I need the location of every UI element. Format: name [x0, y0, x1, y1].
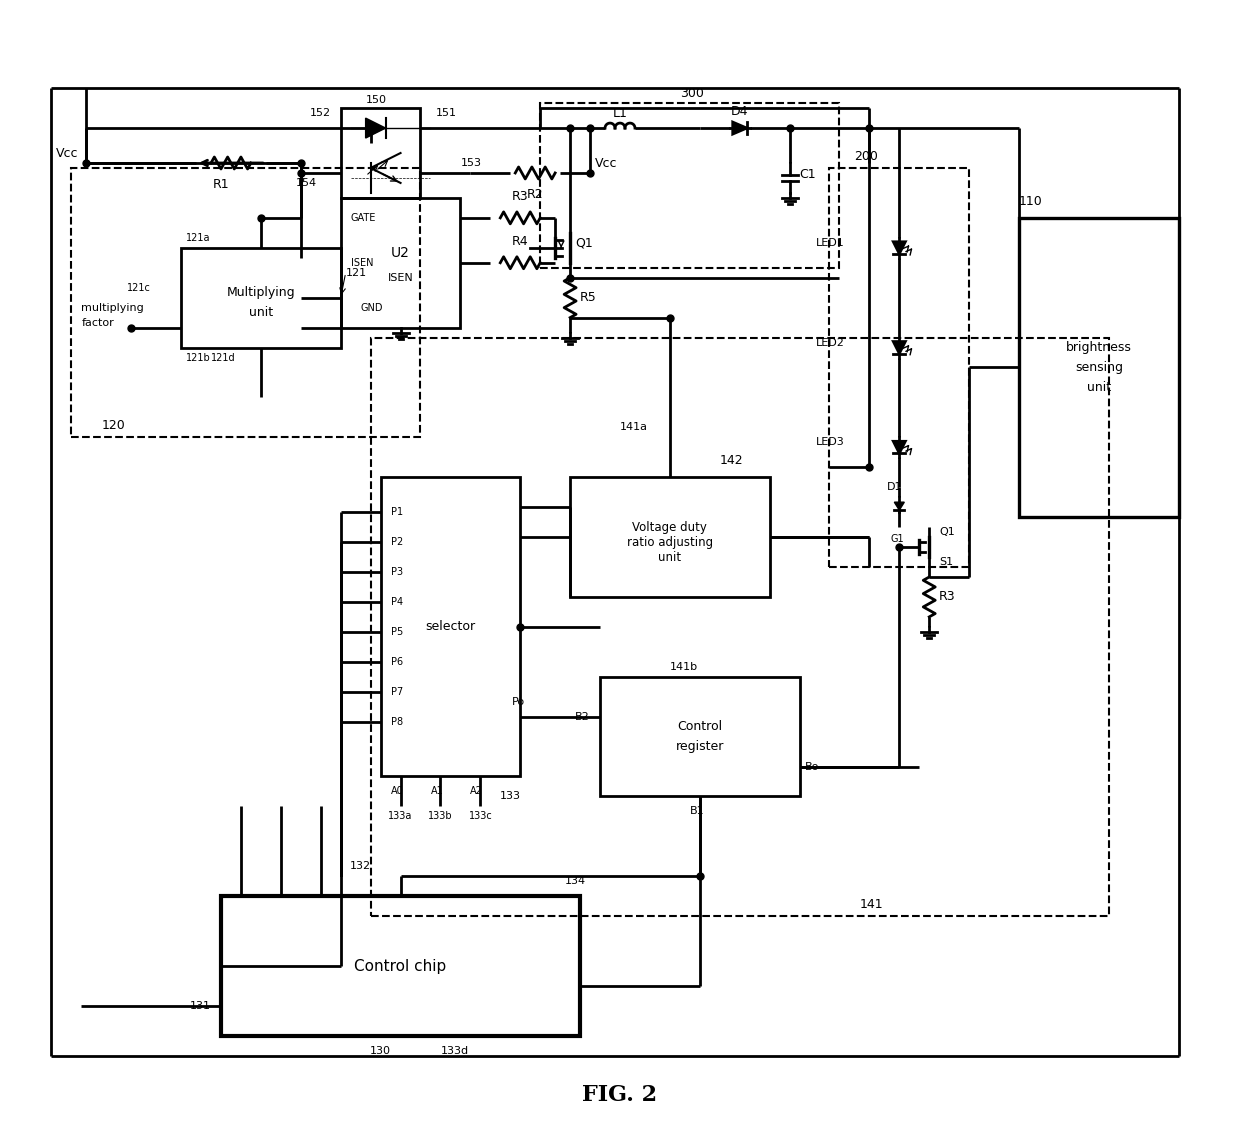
Text: Voltage duty: Voltage duty	[632, 521, 707, 533]
Text: G1: G1	[890, 534, 904, 545]
Text: P7: P7	[391, 687, 403, 697]
Bar	[221, 896, 580, 1036]
Polygon shape	[894, 503, 904, 511]
Text: Q1: Q1	[939, 528, 955, 537]
Text: R2: R2	[527, 188, 543, 201]
Text: Q1: Q1	[575, 236, 593, 249]
Text: 121b: 121b	[186, 352, 211, 363]
Text: 141a: 141a	[620, 422, 649, 432]
Text: 133: 133	[500, 791, 521, 802]
Bar	[1019, 218, 1179, 517]
Text: A1: A1	[430, 787, 443, 796]
Bar	[181, 248, 341, 348]
Text: 152: 152	[310, 108, 331, 118]
Text: 154: 154	[296, 179, 317, 188]
Bar	[371, 338, 1109, 916]
Text: 121a: 121a	[186, 233, 211, 243]
Polygon shape	[893, 242, 905, 254]
Text: 120: 120	[102, 420, 125, 432]
Text: 300: 300	[680, 88, 704, 100]
Text: Bo: Bo	[805, 762, 818, 772]
Text: 133c: 133c	[469, 812, 492, 821]
Text: Control: Control	[677, 720, 723, 733]
Text: A2: A2	[470, 787, 484, 796]
Bar	[600, 677, 800, 796]
Text: 132: 132	[350, 861, 371, 871]
Text: 141b: 141b	[670, 662, 698, 672]
Text: sensing: sensing	[1075, 360, 1123, 374]
Text: GATE: GATE	[351, 213, 376, 223]
Text: P1: P1	[391, 507, 403, 517]
Text: 121d: 121d	[211, 352, 236, 363]
Text: C1: C1	[800, 168, 816, 182]
Text: S1: S1	[939, 557, 954, 567]
Bar	[541, 103, 839, 267]
Text: unit: unit	[249, 306, 273, 319]
Text: 121c: 121c	[128, 283, 151, 292]
Text: D4: D4	[730, 105, 749, 118]
Text: P2: P2	[391, 537, 403, 547]
Text: 200: 200	[854, 150, 878, 163]
Text: ratio adjusting: ratio adjusting	[626, 536, 713, 548]
Text: P8: P8	[391, 716, 403, 727]
Text: R5: R5	[580, 291, 596, 305]
Text: factor: factor	[82, 317, 114, 327]
Polygon shape	[893, 441, 905, 454]
Text: LED2: LED2	[816, 338, 844, 348]
Text: D1: D1	[887, 482, 901, 492]
Text: 150: 150	[366, 96, 387, 105]
Text: Vcc: Vcc	[595, 157, 618, 169]
Polygon shape	[733, 122, 746, 134]
Text: P4: P4	[391, 597, 403, 607]
Text: Po: Po	[512, 697, 526, 707]
Text: A0: A0	[391, 787, 403, 796]
Text: B1: B1	[689, 806, 704, 816]
Bar	[341, 198, 460, 327]
Text: B2: B2	[575, 712, 590, 722]
Text: 133b: 133b	[428, 812, 453, 821]
Text: Control chip: Control chip	[355, 958, 446, 973]
Text: FIG. 2: FIG. 2	[583, 1084, 657, 1105]
Text: R4: R4	[512, 234, 528, 248]
Text: L1: L1	[613, 107, 627, 121]
Text: GND: GND	[361, 302, 383, 313]
Text: LED1: LED1	[816, 238, 844, 248]
Text: Vcc: Vcc	[56, 147, 79, 160]
Polygon shape	[366, 118, 386, 138]
Bar	[381, 478, 521, 777]
Text: multiplying: multiplying	[82, 302, 144, 313]
Text: 134: 134	[565, 877, 587, 886]
Text: ISEN: ISEN	[388, 273, 413, 283]
Bar	[341, 108, 420, 198]
Text: 141: 141	[859, 898, 883, 911]
Text: LED3: LED3	[816, 438, 844, 447]
Bar	[72, 168, 420, 438]
Polygon shape	[893, 341, 905, 354]
Text: 130: 130	[370, 1046, 391, 1056]
Text: unit: unit	[1086, 381, 1111, 393]
Text: R3: R3	[512, 190, 528, 202]
Text: 133d: 133d	[440, 1046, 469, 1056]
Text: 121: 121	[346, 267, 367, 277]
Text: U2: U2	[391, 246, 410, 259]
Text: brightness: brightness	[1066, 341, 1132, 354]
Text: P6: P6	[391, 657, 403, 666]
Bar	[570, 478, 770, 597]
Text: 133a: 133a	[388, 812, 413, 821]
Text: register: register	[676, 740, 724, 753]
Bar	[830, 168, 970, 567]
Text: 110: 110	[1019, 194, 1043, 208]
Text: R3: R3	[939, 590, 956, 604]
Text: ISEN: ISEN	[351, 258, 373, 267]
Text: P5: P5	[391, 626, 403, 637]
Text: R1: R1	[213, 179, 229, 191]
Text: 151: 151	[435, 108, 456, 118]
Text: 153: 153	[460, 158, 481, 168]
Text: selector: selector	[425, 621, 475, 633]
Text: 142: 142	[719, 455, 744, 467]
Text: P3: P3	[391, 567, 403, 576]
Text: unit: unit	[658, 550, 682, 564]
Text: 131: 131	[190, 1001, 211, 1011]
Text: Multiplying: Multiplying	[227, 287, 295, 299]
